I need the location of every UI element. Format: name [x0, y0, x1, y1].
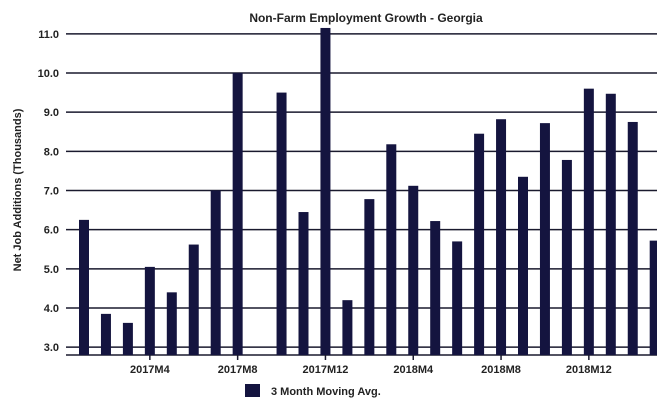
- bar: [144, 266, 155, 355]
- legend: 3 Month Moving Avg.: [245, 384, 381, 398]
- y-tick-label: 5.0: [44, 264, 59, 276]
- x-tick-label: 2017M12: [303, 364, 349, 376]
- gridlines: [66, 33, 657, 356]
- x-tick-label: 2018M4: [393, 364, 434, 376]
- y-tick-label: 7.0: [44, 186, 59, 198]
- bar: [386, 144, 397, 355]
- bar: [452, 241, 463, 355]
- bar: [342, 300, 353, 355]
- bar: [561, 159, 572, 355]
- x-tick-label: 2018M12: [566, 364, 612, 376]
- x-tick-label: 2017M8: [218, 364, 258, 376]
- legend-label: 3 Month Moving Avg.: [271, 386, 381, 398]
- bar: [122, 322, 133, 355]
- y-tick-label: 9.0: [44, 107, 59, 119]
- y-tick-label: 6.0: [44, 225, 59, 237]
- y-tick-label: 8.0: [44, 146, 59, 158]
- bar: [649, 240, 657, 355]
- y-tick-label: 4.0: [44, 303, 59, 315]
- y-tick-label: 10.0: [38, 68, 59, 80]
- bar: [627, 121, 638, 355]
- bar: [539, 123, 550, 355]
- bar: [474, 133, 485, 355]
- bar: [232, 73, 243, 355]
- bar: [210, 190, 221, 355]
- x-axis-ticks: 2017M4 2017M8 2017M12 2018M4 2018M8 2018M12: [130, 355, 612, 376]
- bar: [408, 185, 419, 355]
- bar: [166, 292, 177, 355]
- bar: [430, 221, 441, 355]
- bar: [518, 176, 528, 355]
- bar: [320, 27, 331, 355]
- bar: [188, 244, 199, 355]
- bars: [79, 27, 657, 356]
- legend-swatch: [245, 384, 260, 397]
- y-tick-label: 3.0: [44, 342, 59, 354]
- x-tick-label: 2017M4: [130, 364, 171, 376]
- y-axis-label: Net Job Additions (Thousands): [12, 108, 24, 271]
- bar: [100, 313, 111, 355]
- bar: [79, 219, 89, 355]
- bar: [298, 212, 309, 355]
- chart-title: Non-Farm Employment Growth - Georgia: [249, 11, 483, 25]
- x-tick-label: 2018M8: [481, 364, 521, 376]
- bar: [364, 199, 375, 355]
- y-axis-ticks: 3.0 4.0 5.0 6.0 7.0 8.0 9.0 10.0 11.0: [38, 29, 59, 354]
- y-tick-label: 11.0: [38, 29, 59, 41]
- bar: [496, 119, 507, 355]
- bar: [583, 88, 594, 356]
- bar: [605, 93, 616, 355]
- bar: [276, 92, 287, 355]
